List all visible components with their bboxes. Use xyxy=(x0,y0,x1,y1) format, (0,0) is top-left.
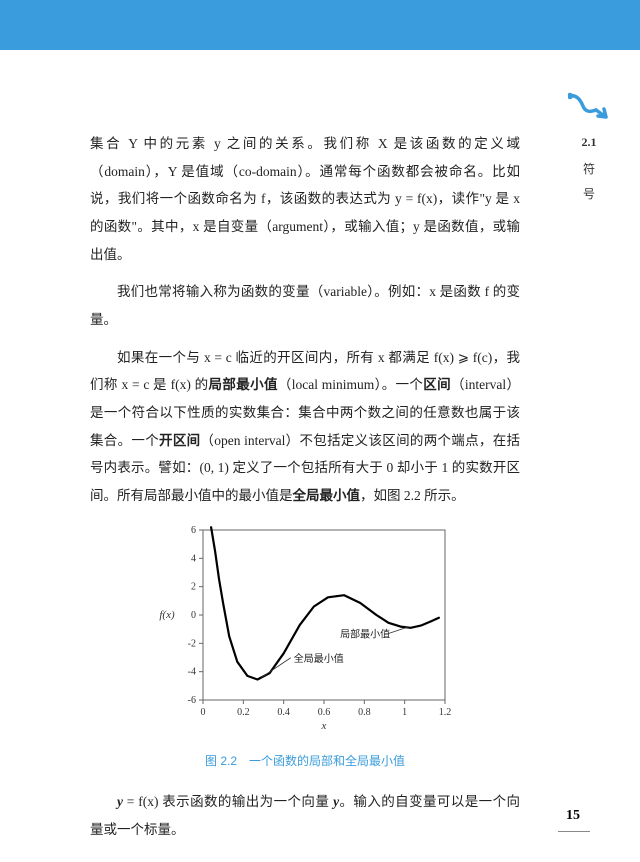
chart-svg: -6 -4 -2 0 2 4 6 0 0.2 0.4 0.6 0.8 1 1.2 x f(x) 全局最小值 局部最… xyxy=(155,522,455,732)
svg-text:全局最小值: 全局最小值 xyxy=(294,651,344,664)
svg-text:0: 0 xyxy=(191,610,196,621)
p4-text-b: = f(x) 表示函数的输出为一个向量 xyxy=(123,794,333,809)
svg-text:局部最小值: 局部最小值 xyxy=(340,627,390,640)
p3-bold-global-min: 全局最小值 xyxy=(293,488,361,503)
svg-text:1: 1 xyxy=(402,707,407,718)
page-rule xyxy=(558,831,590,832)
svg-text:x: x xyxy=(321,720,327,732)
section-number: 2.1 xyxy=(568,135,610,150)
svg-text:2: 2 xyxy=(191,581,196,592)
svg-text:-6: -6 xyxy=(188,695,196,706)
figure-2-2: -6 -4 -2 0 2 4 6 0 0.2 0.4 0.6 0.8 1 1.2 x f(x) 全局最小值 局部最… xyxy=(155,522,455,742)
svg-text:0: 0 xyxy=(201,707,206,718)
chapter-icon xyxy=(568,92,610,122)
svg-text:0.6: 0.6 xyxy=(318,707,331,718)
figure-caption: 图 2.2 一个函数的局部和全局最小值 xyxy=(90,749,520,774)
p3-bold-interval: 区间 xyxy=(423,377,451,392)
svg-text:f(x): f(x) xyxy=(159,609,175,621)
paragraph-3: 如果在一个与 x = c 临近的开区间内，所有 x 都满足 f(x) ⩾ f(c… xyxy=(90,344,520,510)
svg-text:0.2: 0.2 xyxy=(237,707,250,718)
p3-text-c: （local minimum）。一个 xyxy=(278,377,423,392)
paragraph-4: y = f(x) 表示函数的输出为一个向量 y。输入的自变量可以是一个向量或一个… xyxy=(90,788,520,843)
svg-text:-2: -2 xyxy=(188,638,196,649)
svg-text:-4: -4 xyxy=(188,666,196,677)
svg-text:0.8: 0.8 xyxy=(358,707,371,718)
p3-text-i: ，如图 2.2 所示。 xyxy=(360,488,465,503)
page-number: 15 xyxy=(566,808,580,824)
section-title-char2: 号 xyxy=(568,185,610,202)
paragraph-2: 我们也常将输入称为函数的变量（variable）。例如：x 是函数 f 的变量。 xyxy=(90,278,520,333)
svg-text:6: 6 xyxy=(191,525,196,536)
p3-bold-local-min: 局部最小值 xyxy=(209,377,278,392)
svg-text:4: 4 xyxy=(191,553,196,564)
paragraph-1: 集合 Y 中的元素 y 之间的关系。我们称 X 是该函数的定义域（domain）… xyxy=(90,130,520,268)
section-title-char1: 符 xyxy=(568,160,610,177)
main-content: 集合 Y 中的元素 y 之间的关系。我们称 X 是该函数的定义域（domain）… xyxy=(90,130,520,853)
svg-text:1.2: 1.2 xyxy=(439,707,452,718)
p3-bold-open-interval: 开区间 xyxy=(159,433,200,448)
svg-text:0.4: 0.4 xyxy=(277,707,290,718)
top-bar xyxy=(0,0,640,50)
